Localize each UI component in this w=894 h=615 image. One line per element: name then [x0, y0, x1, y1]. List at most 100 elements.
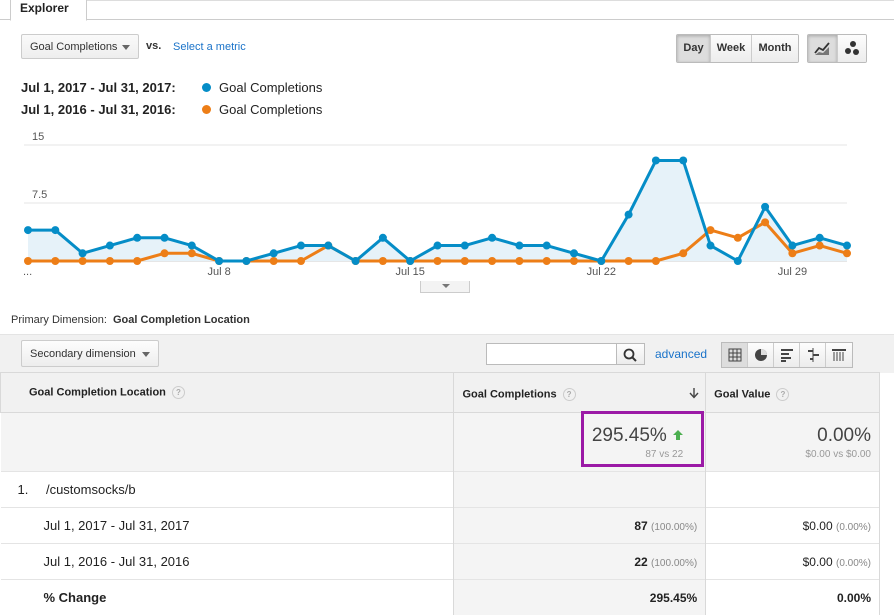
- data-point: [625, 257, 633, 265]
- vs-label: vs.: [146, 40, 161, 52]
- row-completions-value: 87: [634, 519, 647, 533]
- legend-dot-icon: [202, 83, 211, 92]
- row-value-value: $0.00: [803, 555, 833, 569]
- select-metric-link[interactable]: Select a metric: [173, 41, 246, 53]
- column-header-completions[interactable]: Goal Completions?: [454, 373, 706, 413]
- data-point: [133, 257, 141, 265]
- help-icon[interactable]: ?: [563, 388, 576, 401]
- tab-explorer[interactable]: Explorer: [10, 0, 87, 21]
- primary-dimension-value[interactable]: Goal Completion Location: [113, 314, 250, 326]
- column-header-location[interactable]: Goal Completion Location?: [1, 373, 454, 413]
- chart-type-button-group: [807, 34, 867, 63]
- metric-dropdown[interactable]: Goal Completions: [21, 34, 139, 59]
- primary-dimension-label: Primary Dimension:: [11, 314, 107, 326]
- row-completions-value: 22: [634, 555, 647, 569]
- data-point: [652, 257, 660, 265]
- data-point: [679, 249, 687, 257]
- data-point: [270, 249, 278, 257]
- row-completions-change: 295.45%: [454, 580, 706, 615]
- data-point: [788, 242, 796, 250]
- advanced-filter-link[interactable]: advanced: [655, 347, 707, 361]
- x-tick-label: Jul 29: [778, 266, 807, 278]
- table-search-input[interactable]: [486, 343, 617, 365]
- row-value-pct: (0.00%): [836, 558, 871, 569]
- data-point: [625, 211, 633, 219]
- pie-view-icon[interactable]: [748, 343, 774, 367]
- day-button[interactable]: Day: [677, 35, 711, 62]
- totals-row: 295.45% 87 vs 22 0.00% $0.00 vs $0.00: [1, 413, 880, 472]
- view-button-group: [721, 342, 853, 368]
- comparison-view-icon[interactable]: [800, 343, 826, 367]
- data-point: [816, 234, 824, 242]
- data-point: [297, 257, 305, 265]
- row-completions-cell: 87 (100.00%): [454, 508, 706, 544]
- data-point: [515, 242, 523, 250]
- highlight-box: [581, 411, 704, 467]
- data-point: [488, 234, 496, 242]
- data-point: [79, 257, 87, 265]
- metric-dropdown-label: Goal Completions: [30, 41, 117, 53]
- table-view-icon[interactable]: [722, 343, 748, 367]
- week-button[interactable]: Week: [711, 35, 752, 62]
- legend-series-name: Goal Completions: [219, 80, 322, 95]
- table-header-row: Goal Completion Location? Goal Completio…: [1, 373, 880, 413]
- pivot-view-icon[interactable]: [826, 343, 852, 367]
- row-value-cell: $0.00 (0.00%): [706, 544, 880, 580]
- secondary-dimension-dropdown[interactable]: Secondary dimension: [21, 340, 159, 367]
- data-point: [379, 234, 387, 242]
- chart-collapse-toggle[interactable]: [420, 281, 470, 293]
- row-location-link[interactable]: /customsocks/b: [46, 482, 136, 497]
- table-row: Jul 1, 2017 - Jul 31, 2017 87 (100.00%) …: [1, 508, 880, 544]
- month-button[interactable]: Month: [752, 35, 798, 62]
- y-tick-label: 7.5: [32, 189, 47, 201]
- motion-chart-icon[interactable]: [838, 35, 866, 62]
- sort-descending-icon[interactable]: [689, 387, 699, 399]
- row-period-label: Jul 1, 2017 - Jul 31, 2017: [1, 508, 454, 544]
- help-icon[interactable]: ?: [172, 386, 185, 399]
- data-point: [434, 257, 442, 265]
- row-value-value: $0.00: [803, 519, 833, 533]
- chevron-down-icon: [122, 45, 130, 50]
- row-completions-pct: (100.00%): [651, 558, 697, 569]
- data-point: [679, 156, 687, 164]
- secondary-dimension-label: Secondary dimension: [30, 348, 136, 360]
- data-point: [297, 242, 305, 250]
- data-point: [379, 257, 387, 265]
- column-header-value[interactable]: Goal Value?: [706, 373, 880, 413]
- data-point: [434, 242, 442, 250]
- x-tick-label: Jul 15: [396, 266, 425, 278]
- data-point: [843, 242, 851, 250]
- table-row: % Change 295.45% 0.00%: [1, 580, 880, 615]
- line-chart-icon[interactable]: [808, 35, 838, 62]
- search-button[interactable]: [617, 343, 645, 365]
- row-completions-cell: 22 (100.00%): [454, 544, 706, 580]
- totals-value-cell: 0.00% $0.00 vs $0.00: [706, 413, 880, 472]
- x-tick-label: Jul 8: [207, 266, 230, 278]
- data-point: [543, 257, 551, 265]
- data-point: [24, 226, 32, 234]
- row-change-label: % Change: [1, 580, 454, 615]
- data-point: [24, 257, 32, 265]
- column-header-label: Goal Completions: [462, 388, 556, 400]
- help-icon[interactable]: ?: [776, 388, 789, 401]
- row-value-pct: (0.00%): [836, 522, 871, 533]
- data-point: [79, 249, 87, 257]
- data-point: [707, 242, 715, 250]
- data-point: [51, 226, 59, 234]
- data-point: [461, 257, 469, 265]
- legend-date: Jul 1, 2017 - Jul 31, 2017:: [21, 80, 176, 95]
- data-point: [106, 242, 114, 250]
- chevron-down-icon: [142, 352, 150, 357]
- totals-value-change: 0.00%: [706, 425, 871, 447]
- data-point: [161, 234, 169, 242]
- data-point: [843, 249, 851, 257]
- chevron-down-icon: [442, 284, 450, 288]
- performance-view-icon[interactable]: [774, 343, 800, 367]
- data-point: [161, 249, 169, 257]
- data-point: [734, 234, 742, 242]
- x-tick-label: Jul 22: [587, 266, 616, 278]
- data-point: [51, 257, 59, 265]
- column-header-label: Goal Value: [714, 388, 770, 400]
- legend-date: Jul 1, 2016 - Jul 31, 2016:: [21, 102, 176, 117]
